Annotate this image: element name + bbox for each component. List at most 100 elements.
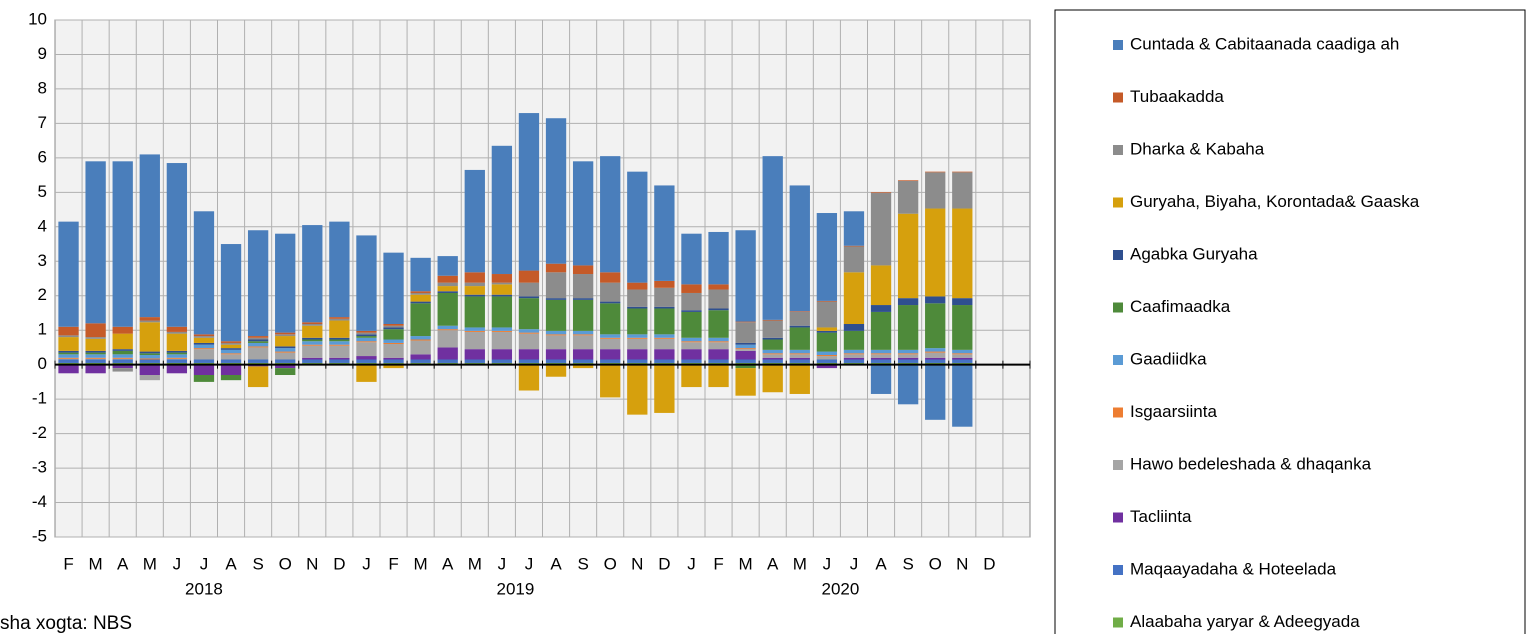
x-tick-label: M <box>414 554 428 573</box>
bar-segment <box>410 354 431 360</box>
legend-swatch <box>1113 460 1123 470</box>
bar-segment <box>789 185 810 312</box>
bar-segment <box>220 375 242 381</box>
bar-segment <box>112 359 133 363</box>
bar-segment <box>112 364 133 369</box>
bar-segment <box>627 364 648 415</box>
bar-segment <box>600 364 621 398</box>
bar-segment <box>410 340 431 355</box>
bar-segment <box>925 357 946 360</box>
x-tick-label: D <box>658 554 670 573</box>
bar-segment <box>735 348 756 350</box>
bar-segment <box>681 341 702 343</box>
bar-segment <box>247 337 269 340</box>
legend-label: Dharka & Kabaha <box>1130 139 1265 158</box>
bar-segment <box>410 336 431 340</box>
bar-segment <box>58 221 79 327</box>
bar-segment <box>681 337 702 342</box>
bar-segment <box>139 320 160 323</box>
bar-segment <box>139 355 160 359</box>
bar-segment <box>735 349 756 351</box>
bar-segment <box>464 169 485 273</box>
bar-segment <box>816 351 838 356</box>
bar-segment <box>247 366 269 388</box>
bar-segment <box>437 347 458 360</box>
bar-segment <box>437 282 458 287</box>
x-tick-label: F <box>713 554 723 573</box>
legend-label: Gaadiidka <box>1130 349 1207 368</box>
bar-segment <box>329 337 350 340</box>
bar-segment <box>627 338 648 350</box>
bar-segment <box>302 345 323 358</box>
bar-segment <box>112 358 133 360</box>
bar-segment <box>112 349 133 351</box>
bar-segment <box>925 364 946 420</box>
bar-segment <box>193 336 215 338</box>
bar-segment <box>166 358 188 360</box>
y-tick-label: -3 <box>32 458 47 477</box>
y-tick-label: 3 <box>38 251 47 270</box>
x-tick-label: J <box>498 554 507 573</box>
bar-segment <box>600 338 621 350</box>
bar-segment <box>897 213 919 299</box>
y-tick-label: -5 <box>32 526 47 545</box>
legend-label: Alaabaha yaryar & Adeegyada <box>1130 612 1360 631</box>
bar-segment <box>302 359 323 363</box>
legend-label: Hawo bedeleshada & dhaqanka <box>1130 454 1372 473</box>
bar-segment <box>464 272 485 283</box>
x-tick-label: A <box>225 554 237 573</box>
legend-swatch <box>1113 197 1123 208</box>
bar-segment <box>302 323 323 326</box>
bar-segment <box>654 308 675 335</box>
bar-segment <box>139 358 160 360</box>
bar-segment <box>220 354 242 360</box>
bar-segment <box>654 287 675 307</box>
bar-segment <box>735 350 756 360</box>
bar-segment <box>870 192 892 194</box>
bar-segment <box>518 333 540 350</box>
bar-segment <box>925 171 946 173</box>
bar-segment <box>545 330 567 335</box>
bar-segment <box>193 342 215 345</box>
bar-segment <box>518 298 540 330</box>
bar-segment <box>572 349 594 360</box>
bar-segment <box>627 337 648 339</box>
bar-segment <box>58 357 79 359</box>
bar-segment <box>220 344 242 349</box>
bar-segment <box>383 252 404 324</box>
bar-segment <box>843 353 865 355</box>
bar-segment <box>383 359 404 363</box>
bar-segment <box>654 337 675 339</box>
bar-segment <box>85 354 106 358</box>
bar-segment <box>545 298 567 300</box>
bar-segment <box>735 321 756 323</box>
legend-swatch <box>1113 565 1123 575</box>
bar-segment <box>275 359 296 363</box>
bar-segment <box>952 357 973 360</box>
bar-segment <box>329 341 350 345</box>
bar-segment <box>789 357 810 360</box>
bar-segment <box>302 337 323 340</box>
bar-segment <box>708 231 729 285</box>
bar-segment <box>925 351 946 353</box>
bar-segment <box>762 357 783 360</box>
bar-segment <box>952 359 973 363</box>
x-tick-label: O <box>604 554 617 573</box>
bar-segment <box>897 349 919 354</box>
x-tick-label: A <box>117 554 129 573</box>
bar-segment <box>166 364 188 374</box>
bar-segment <box>897 180 919 181</box>
bar-segment <box>193 348 215 350</box>
year-label: 2018 <box>185 579 223 598</box>
year-label: 2020 <box>822 579 860 598</box>
bar-segment <box>139 154 160 318</box>
x-tick-label: J <box>362 554 371 573</box>
bar-segment <box>302 325 323 338</box>
bar-segment <box>166 359 188 363</box>
bar-segment <box>681 359 702 363</box>
bar-segment <box>925 352 946 358</box>
bar-segment <box>627 308 648 335</box>
bar-segment <box>545 335 567 350</box>
bar-segment <box>58 335 79 338</box>
x-tick-label: N <box>956 554 968 573</box>
